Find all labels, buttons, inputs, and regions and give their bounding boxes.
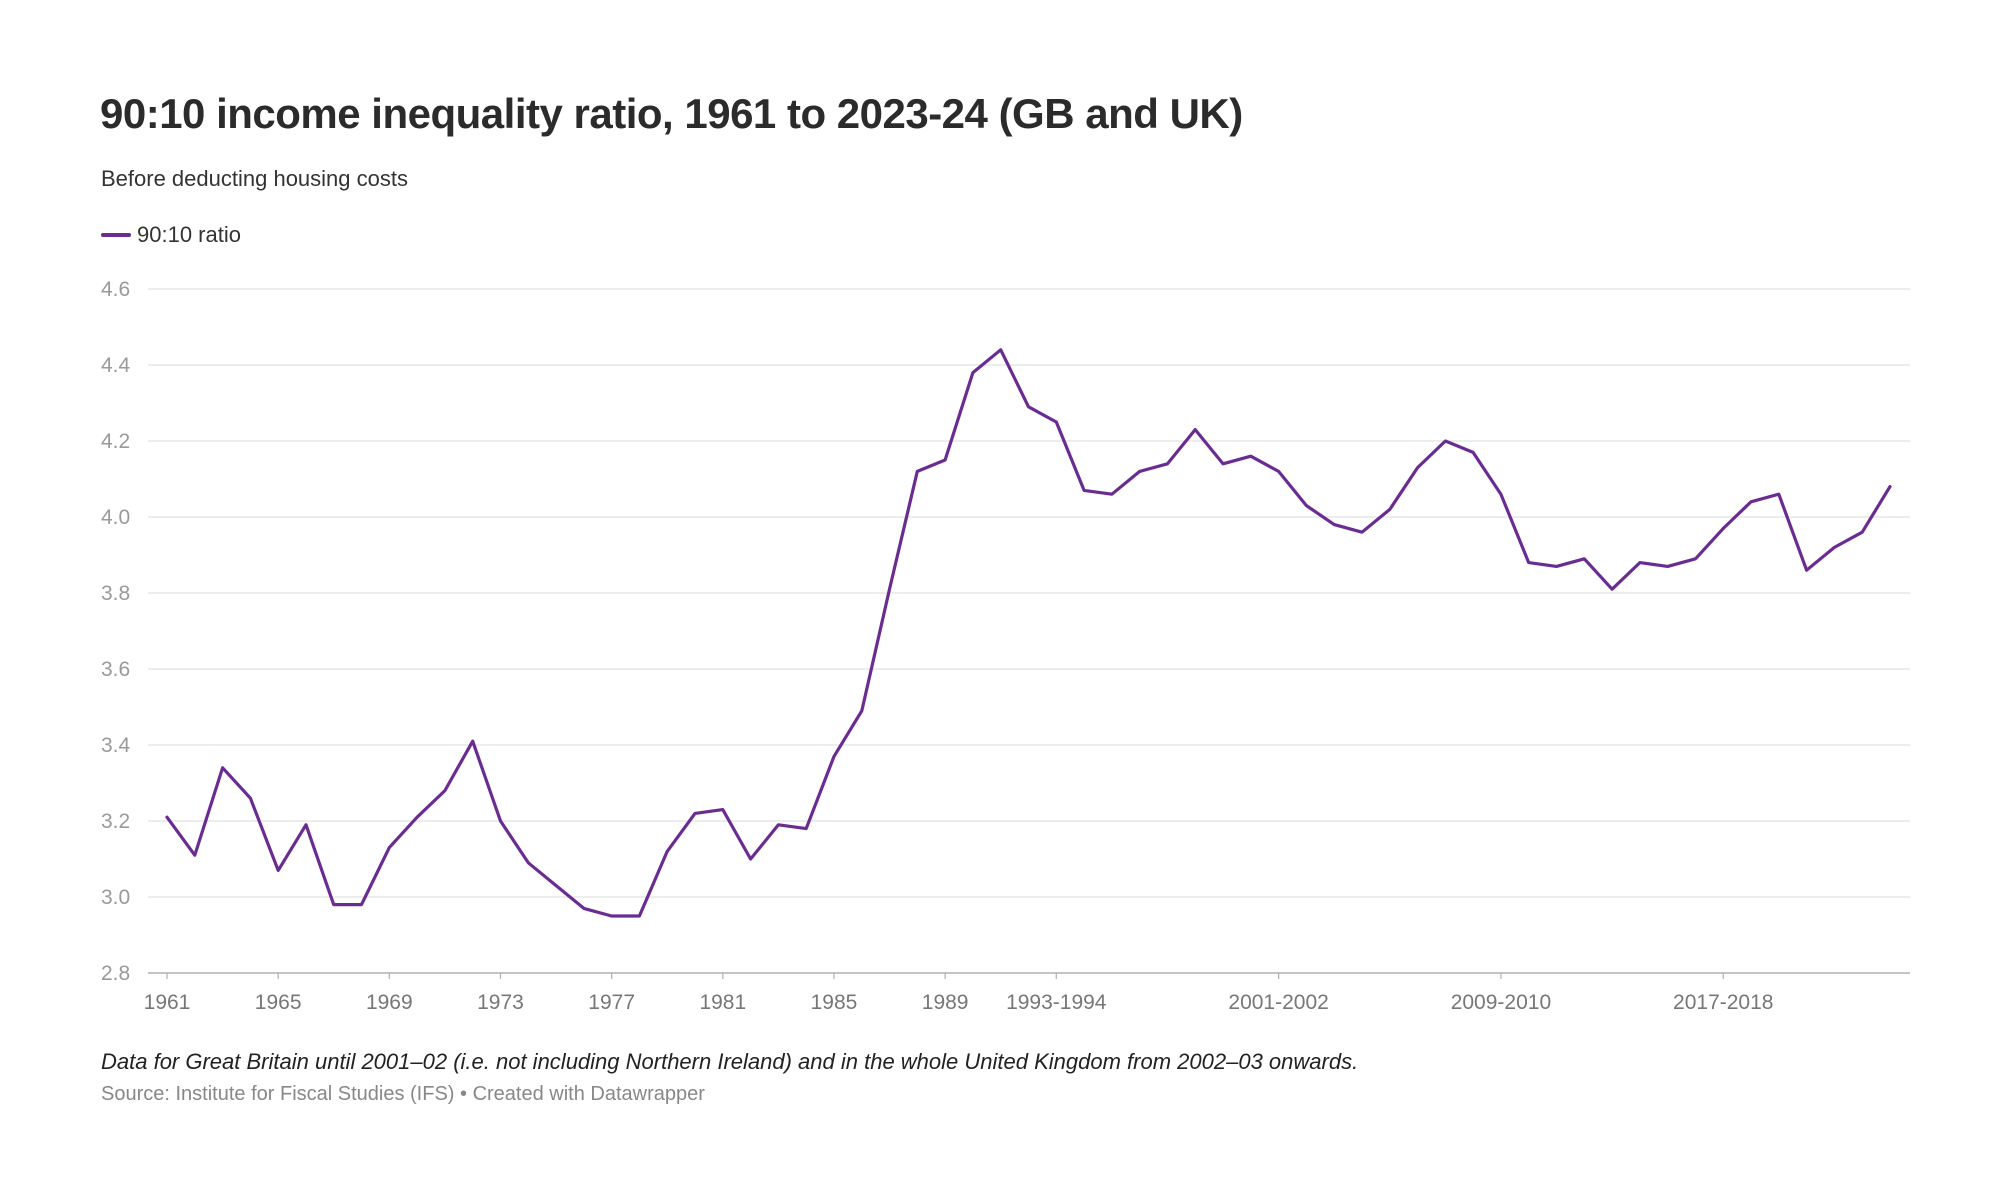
legend: 90:10 ratio [101,222,241,248]
chart-title: 90:10 income inequality ratio, 1961 to 2… [100,90,1243,137]
x-tick-label: 2001-2002 [1228,991,1328,1014]
chart-subtitle: Before deducting housing costs [101,166,408,191]
y-tick-label: 3.8 [101,582,130,605]
y-tick-label: 3.2 [101,810,130,833]
x-tick-label: 1985 [811,991,858,1014]
series-layer [165,348,1892,918]
x-tick-label: 1981 [699,991,746,1014]
y-tick-label: 3.6 [101,658,130,681]
y-tick-label: 2.8 [101,962,130,985]
x-tick-label: 1973 [477,991,524,1014]
y-tick-label: 4.0 [101,506,130,529]
x-tick-label: 2009-2010 [1451,991,1551,1014]
x-tick-label: 1961 [144,991,191,1014]
grid-lines [148,288,1910,974]
y-tick-label: 3.0 [101,886,130,909]
x-tick-label: 1965 [255,991,302,1014]
x-tick-label: 1969 [366,991,413,1014]
y-tick-label: 3.4 [101,734,131,757]
y-axis-ticks: 4.6 4.4 4.2 4.0 3.8 3.6 3.4 3.2 3.0 2.8 [101,278,131,985]
series-line [165,348,1892,918]
x-tick-label: 1989 [922,991,969,1014]
x-tick-label: 1993-1994 [1006,991,1107,1014]
legend-line-swatch [101,233,131,237]
x-tick-label: 2017-2018 [1673,991,1773,1014]
legend-label: 90:10 ratio [137,222,241,247]
chart-source: Source: Institute for Fiscal Studies (IF… [101,1083,705,1105]
y-tick-label: 4.4 [101,354,131,377]
x-tick-label: 1977 [588,991,635,1014]
x-axis-ticks: 1961 1965 1969 1973 1977 1981 1985 1989 1993-199… [144,973,1773,1014]
y-tick-label: 4.2 [101,430,130,453]
chart-note: Data for Great Britain until 2001–02 (i.… [101,1049,1359,1074]
y-tick-label: 4.6 [101,278,130,301]
